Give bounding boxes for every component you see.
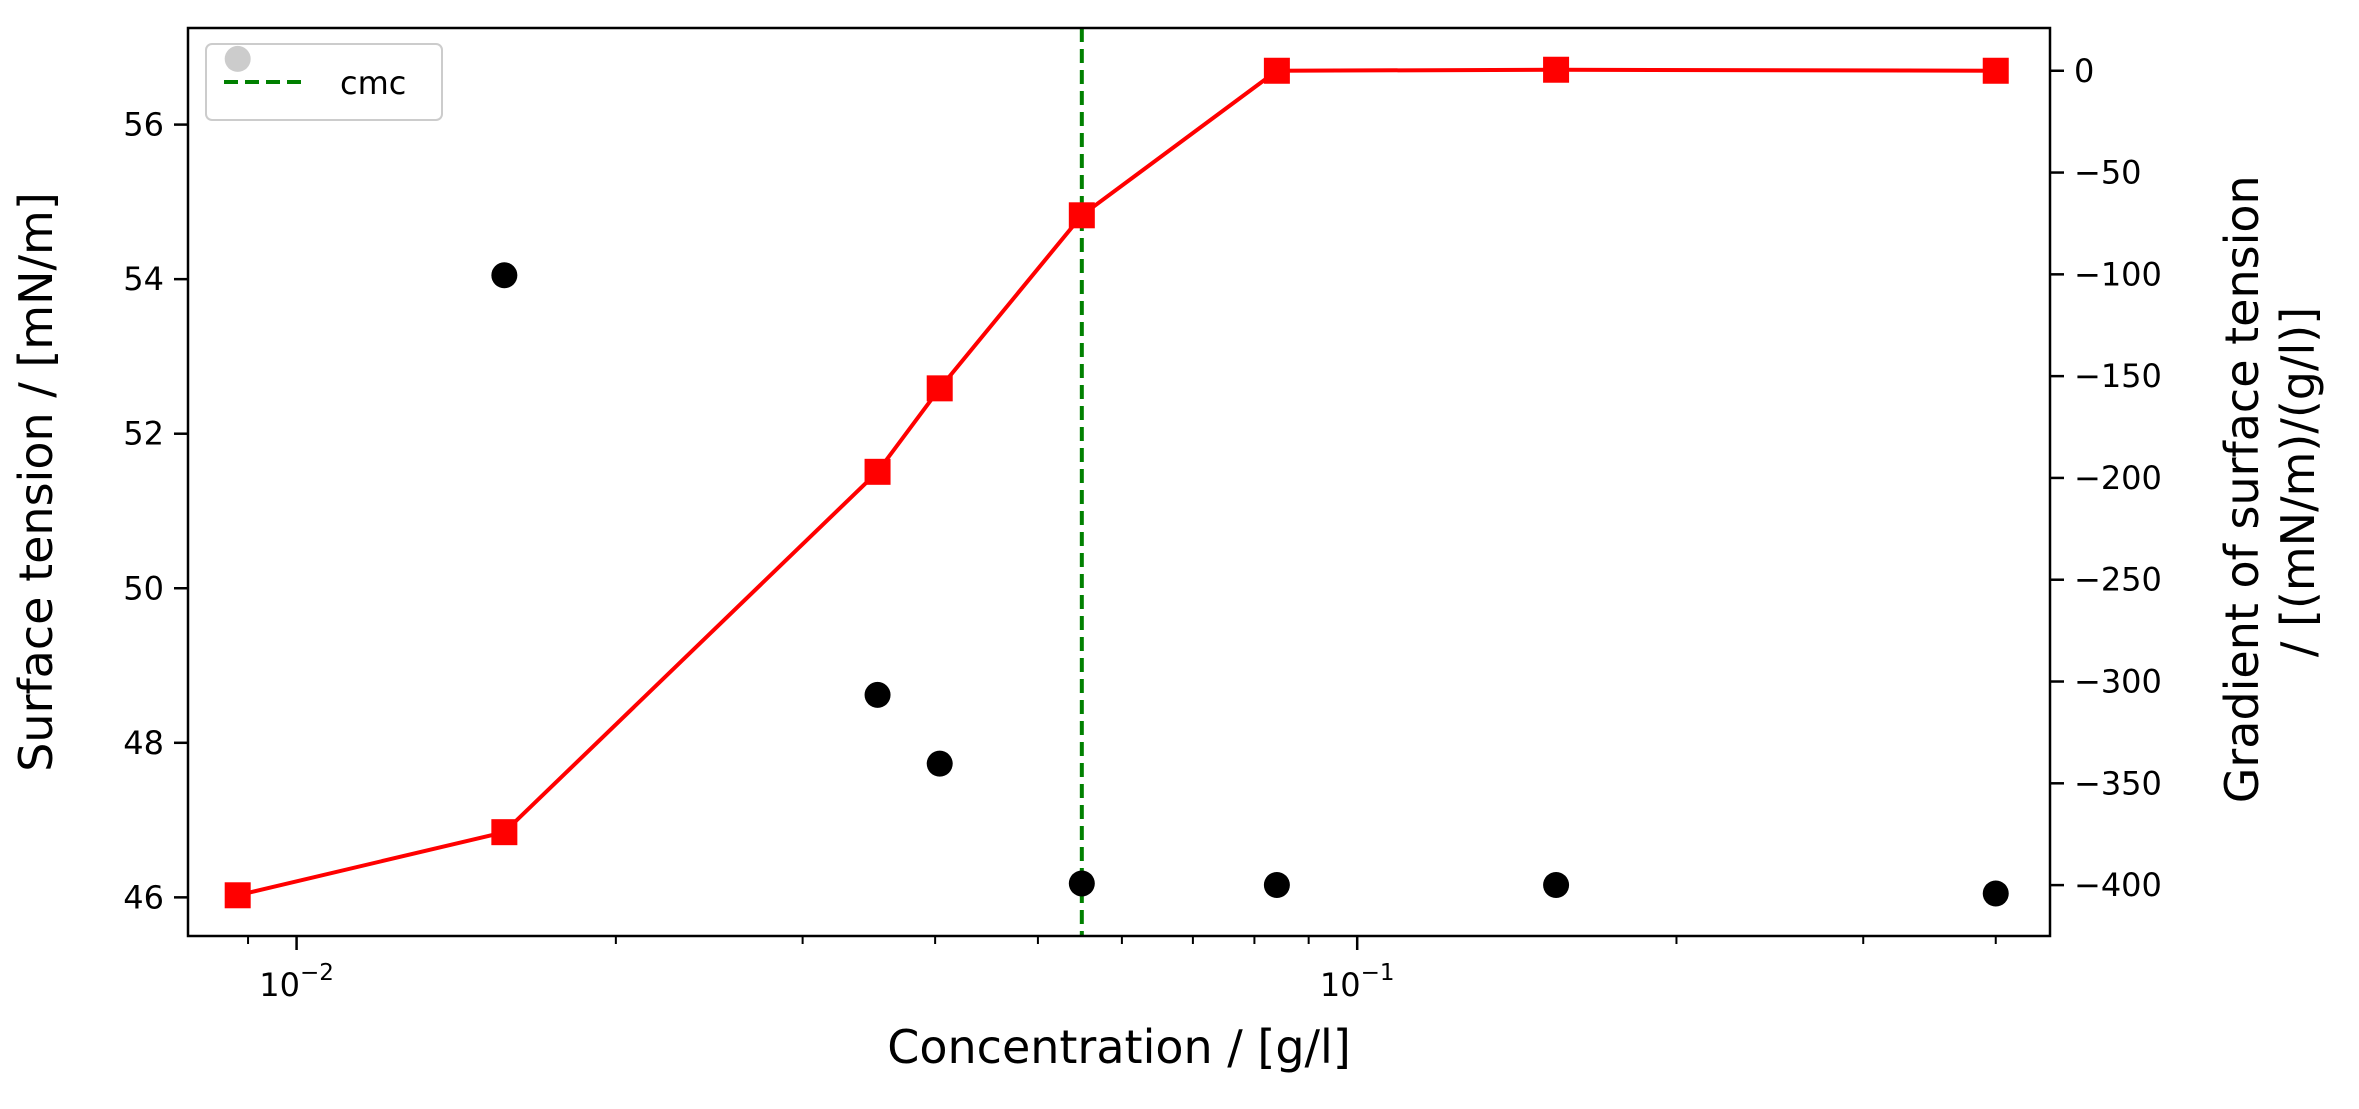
x-tick-label: 10−2 (259, 960, 334, 1004)
surface-tension-point (1068, 870, 1095, 897)
y-right-tick-label: 0 (2074, 52, 2094, 90)
y-right-tick-label: −150 (2074, 357, 2162, 395)
x-tick-label: 10−1 (1320, 960, 1395, 1004)
surface-tension-point (926, 750, 953, 777)
y-right-axis-title: Gradient of surface tension / [(mN/m)/(g… (2215, 161, 2325, 804)
surface-tension-point (491, 262, 518, 289)
y-right-tick-label: −100 (2074, 255, 2162, 293)
y-right-tick-label: −50 (2074, 154, 2142, 192)
y-right-tick-label: −400 (2074, 866, 2162, 904)
plot-content (224, 28, 2009, 936)
ticks: 10−2 10−14648505254560−50−100−150−200−250… (123, 52, 2162, 1004)
y-left-tick-label: 54 (123, 260, 164, 298)
y-right-title-line-1: Gradient of surface tension (2215, 175, 2269, 803)
y-right-title-line-2: / [(mN/m)/(g/l)] (2271, 307, 2325, 657)
gradient-point (224, 882, 251, 909)
gradient-point (1263, 57, 1290, 84)
legend: cmc (205, 43, 443, 121)
y-left-tick-label: 56 (123, 106, 164, 144)
surface-tension-point (1263, 871, 1290, 898)
y-left-axis-title: Surface tension / [mN/m] (9, 192, 63, 772)
x-tick-label-exponent: −2 (300, 960, 334, 986)
y-left-tick-label: 50 (123, 569, 164, 607)
y-right-tick-label: −300 (2074, 663, 2162, 701)
y-right-tick-label: −200 (2074, 459, 2162, 497)
gradient-point (864, 458, 891, 485)
x-axis-title: Concentration / [g/l] (887, 1020, 1351, 1074)
gradient-point (1543, 56, 1570, 83)
legend-cmc-label: cmc (340, 64, 406, 102)
surface-tension-point (1543, 871, 1570, 898)
y-left-tick-label: 46 (123, 878, 164, 916)
plot-frame (186, 26, 2052, 938)
x-tick-label-base: 10 (1320, 966, 1361, 1004)
gradient-point (1982, 57, 2009, 84)
y-left-tick-label: 52 (123, 415, 164, 453)
gradient-point (1068, 202, 1095, 229)
x-tick-label-base: 10 (259, 966, 300, 1004)
surface-tension-point (864, 681, 891, 708)
y-left-tick-label: 48 (123, 724, 164, 762)
surface-tension-point (1982, 880, 2009, 907)
gradient-series-line (237, 67, 1996, 898)
x-tick-label-exponent: −1 (1361, 960, 1395, 986)
y-right-tick-label: −350 (2074, 764, 2162, 802)
legend-box (205, 43, 443, 121)
y-right-tick-label: −250 (2074, 561, 2162, 599)
gradient-point (491, 819, 518, 846)
gradient-point (926, 375, 953, 402)
